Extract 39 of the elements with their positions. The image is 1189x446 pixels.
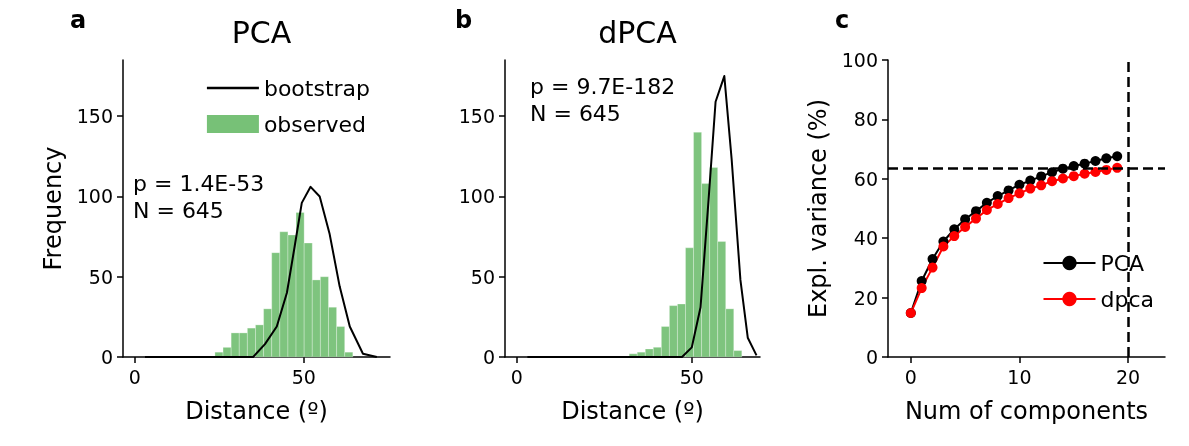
y-tick-label: 100 bbox=[76, 185, 113, 208]
annotation: N = 645 bbox=[530, 100, 621, 126]
x-tick-label: 10 bbox=[1007, 365, 1032, 388]
y-tick-label: 100 bbox=[841, 49, 878, 71]
text: c bbox=[835, 6, 850, 34]
y-tick-label: 80 bbox=[853, 108, 878, 131]
y-axis-title: Frequency bbox=[39, 146, 67, 271]
annotation: N = 645 bbox=[133, 197, 224, 223]
y-tick-label: 40 bbox=[853, 227, 878, 250]
annotation: p = 1.4E-53 bbox=[133, 170, 265, 196]
y-tick-label: 0 bbox=[100, 346, 113, 368]
chart-title: PCA bbox=[231, 14, 292, 50]
legend-label: observed bbox=[263, 111, 366, 137]
y-tick-label: 60 bbox=[853, 167, 878, 190]
annotation: p = 9.7E-182 bbox=[530, 73, 676, 99]
y-tick-label: 100 bbox=[458, 185, 495, 208]
y-tick-label: 0 bbox=[865, 346, 878, 368]
x-tick-label: 0 bbox=[904, 365, 917, 388]
y-tick-label: 50 bbox=[88, 265, 113, 288]
x-tick-label: 0 bbox=[510, 365, 523, 388]
y-tick-label: 0 bbox=[482, 346, 495, 368]
chart-title: dPCA bbox=[598, 14, 678, 50]
x-axis-title: Num of components bbox=[904, 397, 1149, 425]
y-tick-label: 50 bbox=[470, 265, 495, 288]
legend-label: dpca bbox=[1100, 286, 1155, 312]
legend-label: bootstrap bbox=[263, 75, 370, 101]
x-tick-label: 50 bbox=[679, 365, 704, 388]
x-tick-label: 0 bbox=[128, 365, 141, 388]
legend-label: PCA bbox=[1100, 250, 1145, 276]
y-axis-title: Expl. variance (%) bbox=[804, 98, 832, 319]
y-tick-label: 150 bbox=[458, 105, 495, 128]
y-tick-label: 20 bbox=[853, 286, 878, 309]
text: a bbox=[70, 6, 87, 34]
text: b bbox=[455, 6, 473, 34]
x-tick-label: 20 bbox=[1115, 365, 1141, 388]
y-tick-label: 150 bbox=[76, 105, 113, 128]
x-tick-label: 50 bbox=[291, 365, 316, 388]
x-axis-title: Distance (º) bbox=[561, 397, 704, 425]
x-axis-title: Distance (º) bbox=[185, 397, 328, 425]
